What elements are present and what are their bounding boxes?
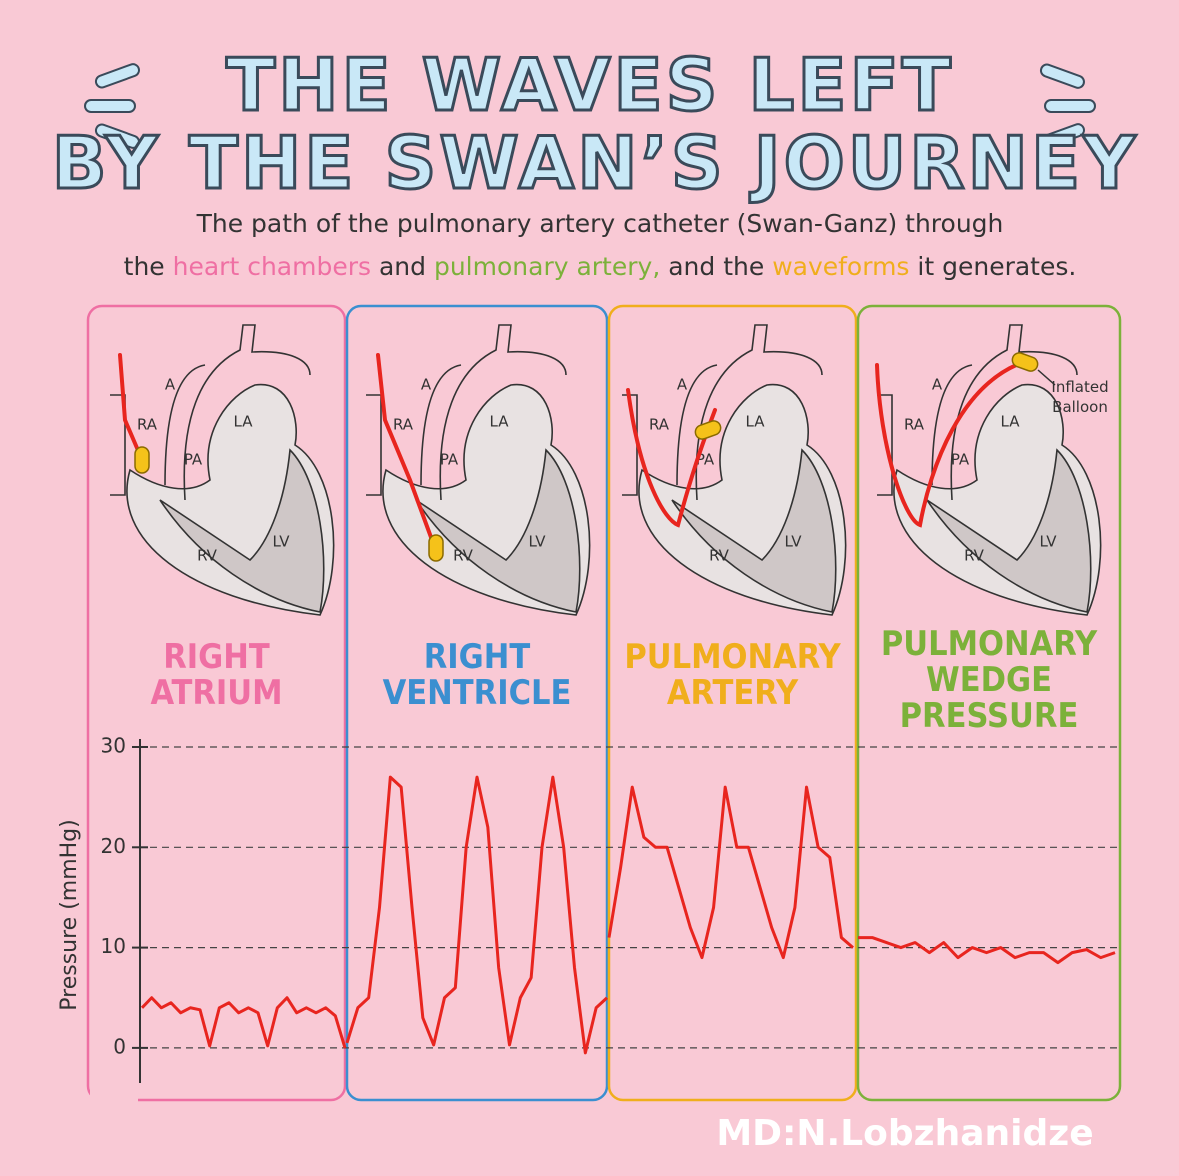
panel-frame [86,304,347,1102]
panel-frame [607,304,858,1102]
heart-label: PA [951,451,970,469]
waveform [140,996,347,1049]
muscle [926,448,1092,613]
subtitle-part: and the [668,252,764,281]
catheter [875,358,1032,528]
heart [366,324,591,616]
subtitle-part: it generates. [917,252,1076,281]
balloon [134,446,150,474]
muscle [671,448,837,613]
vena-cava [877,394,893,496]
heart-label: RA [904,416,925,434]
waveform [858,936,1116,965]
panel-title: PRESSURE [900,696,1079,736]
credit: MD:N.Lobzhanidze [716,1113,1093,1154]
balloon-arrow [1037,369,1056,386]
pulmonary-artery [676,364,718,486]
waveform [607,785,854,960]
heart [110,324,335,616]
panel-title: ARTERY [667,673,799,713]
balloon [428,534,444,562]
chart-mask [90,735,138,1105]
heart-label: RA [137,416,158,434]
pulmonary-artery [420,364,462,486]
y-tick-label: 10 [101,934,126,958]
panel-title: PULMONARY [881,624,1098,664]
heart-label: RV [197,547,218,565]
muscle [415,448,581,613]
heart [877,324,1102,616]
panel-title: PULMONARY [624,637,841,677]
heart-label: A [932,376,943,394]
pulmonary-artery [164,364,206,486]
title-decor [84,63,1096,149]
heart-label: LV [1040,533,1058,551]
panel-frame [856,304,1122,1102]
balloon-note: Inflated [1051,378,1108,396]
y-axis-label: Pressure (mmHg) [57,819,82,1010]
heart-label: RA [393,416,414,434]
waveform [345,775,609,1055]
heart-label: A [677,376,688,394]
heart-label: LA [1001,413,1021,431]
catheter [626,388,717,528]
pulmonary-artery [931,364,973,486]
heart-label: RV [709,547,730,565]
vena-cava [110,394,126,496]
balloon-note: Balloon [1052,398,1108,416]
panel-title: VENTRICLE [383,673,572,713]
heart-label: LA [746,413,766,431]
heart-label: LV [273,533,291,551]
muscle [159,448,325,613]
panel-frame [345,304,609,1102]
balloon [694,420,722,440]
subtitle-part: the [124,252,165,281]
y-tick-label: 20 [101,834,126,858]
heart-label: LV [785,533,803,551]
subtitle: the heart chambers and pulmonary artery,… [124,252,1077,281]
title: BY THE SWAN’S JOURNEY [52,121,1139,205]
subtitle-part: and [379,252,426,281]
aorta [439,324,567,501]
subtitle-part: pulmonary artery, [434,252,660,281]
panel-title: WEDGE [926,660,1052,700]
heart-label: A [421,376,432,394]
y-tick-label: 30 [101,734,126,758]
heart-label: A [165,376,176,394]
aorta [183,324,311,501]
heart-label: RA [649,416,670,434]
heart-label: RV [453,547,474,565]
heart [622,324,847,616]
panel-title: RIGHT [163,637,270,677]
heart-label: LA [490,413,510,431]
panel-title: RIGHT [424,637,531,677]
heart-label: PA [184,451,203,469]
heart-label: RV [964,547,985,565]
vena-cava [366,394,382,496]
catheter [376,353,434,542]
catheter [118,353,142,457]
heart-label: LA [234,413,254,431]
heart-label: LV [529,533,547,551]
subtitle-part: waveforms [772,252,909,281]
balloon [1011,352,1039,372]
subtitle: The path of the pulmonary artery cathete… [196,209,1004,238]
subtitle-part: heart chambers [173,252,371,281]
y-tick-label: 0 [113,1034,126,1058]
title: THE WAVES LEFT [226,43,954,127]
aorta [950,324,1078,501]
heart-label: PA [440,451,459,469]
panel-title: ATRIUM [150,673,282,713]
